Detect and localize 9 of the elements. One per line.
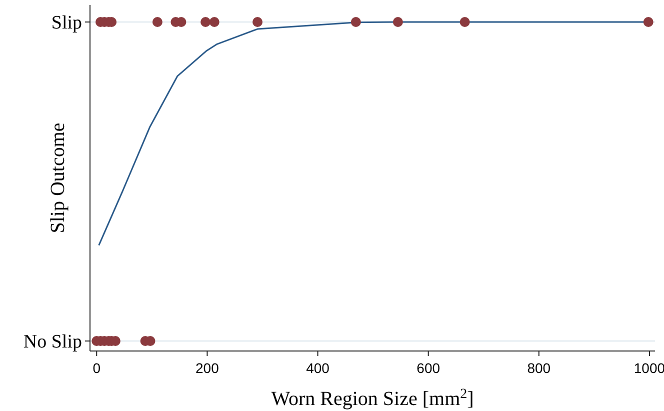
x-tick-label: 400 xyxy=(306,360,330,376)
x-tick-label: 600 xyxy=(416,360,440,376)
text: Slip xyxy=(51,12,82,34)
x-tick-label: 800 xyxy=(527,360,551,376)
y-axis-title: Slip Outcome xyxy=(47,122,69,234)
x-tick-label: 0 xyxy=(92,360,101,376)
text: No Slip xyxy=(23,332,82,353)
x-axis-title: Worn Region Size [mm$^{2}$] xyxy=(271,386,474,410)
x-tick-label: 200 xyxy=(196,360,220,376)
